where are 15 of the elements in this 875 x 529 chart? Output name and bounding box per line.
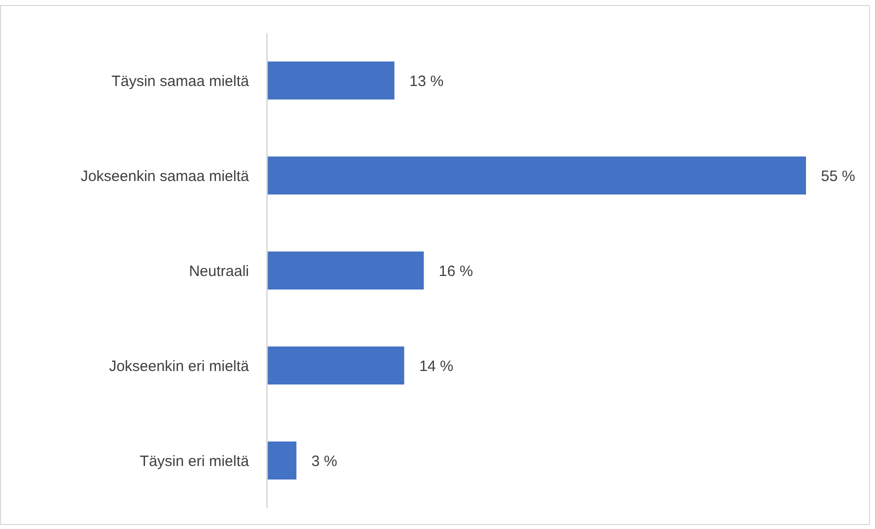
bar [267, 62, 394, 100]
y-tick-label: Jokseenkin samaa mieltä [80, 168, 250, 185]
bar [267, 252, 424, 290]
data-label: 55 % [821, 168, 856, 185]
data-label: 3 % [311, 452, 338, 470]
data-label: 13 % [409, 72, 444, 90]
bar [267, 156, 806, 194]
data-label: 16 % [438, 262, 474, 280]
y-tick-label: Neutraali [188, 262, 249, 280]
bar [267, 442, 296, 480]
y-tick-label: Jokseenkin eri mieltä [108, 358, 250, 375]
y-tick-label: Täysin eri mieltä [140, 452, 250, 470]
bar [267, 346, 404, 384]
data-label: 14 % [419, 358, 454, 375]
y-tick-label: Täysin samaa mieltä [111, 72, 250, 90]
